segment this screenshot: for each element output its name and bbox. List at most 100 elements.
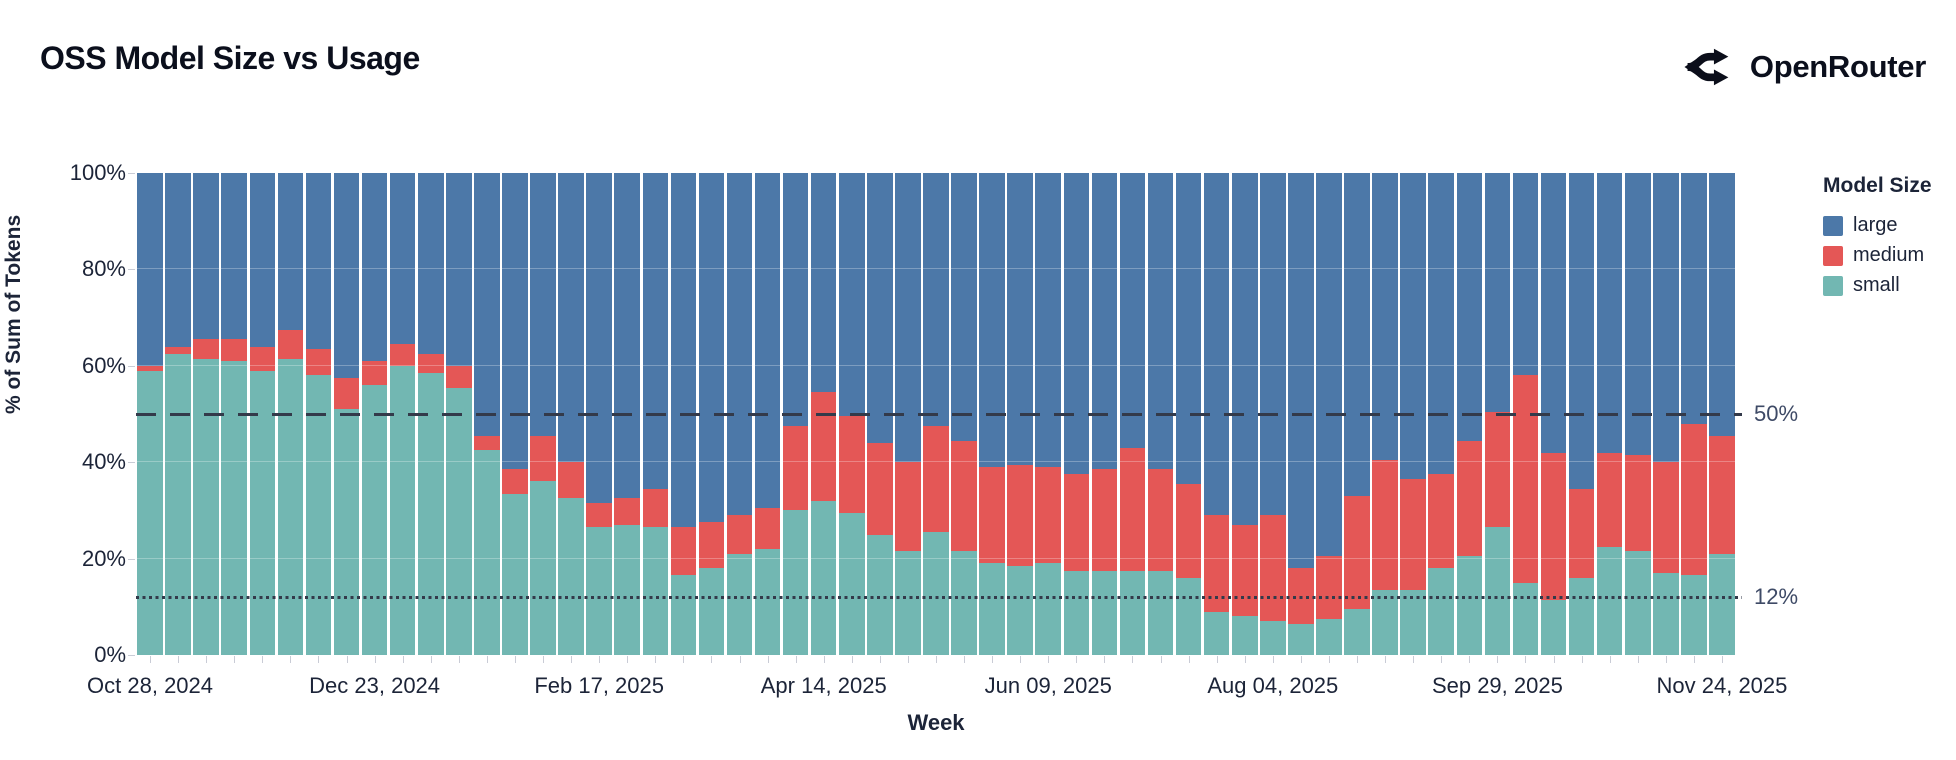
segment-large[interactable] [446, 173, 472, 366]
segment-large[interactable] [979, 173, 1005, 468]
bar-week-2024-11-04[interactable] [165, 173, 191, 655]
segment-small[interactable] [277, 358, 304, 655]
segment-medium[interactable] [1063, 474, 1090, 571]
bar-week-2025-04-28[interactable] [867, 173, 893, 655]
segment-medium[interactable] [586, 503, 612, 528]
segment-medium[interactable] [277, 329, 304, 359]
segment-small[interactable] [586, 527, 612, 655]
segment-medium[interactable] [1147, 469, 1174, 571]
segment-large[interactable] [951, 173, 977, 441]
segment-medium[interactable] [1203, 515, 1230, 612]
segment-medium[interactable] [1231, 524, 1258, 617]
segment-large[interactable] [277, 173, 304, 330]
bar-week-2025-06-02[interactable] [1007, 173, 1033, 655]
segment-small[interactable] [670, 575, 697, 655]
segment-small[interactable] [726, 553, 753, 655]
bar-week-2025-01-13[interactable] [446, 173, 472, 655]
segment-medium[interactable] [1260, 515, 1286, 622]
bar-week-2025-02-17[interactable] [586, 173, 612, 655]
bar-week-2025-08-18[interactable] [1316, 173, 1342, 655]
segment-small[interactable] [1709, 553, 1735, 655]
bar-week-2024-11-11[interactable] [193, 173, 219, 655]
segment-large[interactable] [1596, 173, 1623, 453]
bar-week-2025-09-15[interactable] [1428, 173, 1455, 655]
segment-medium[interactable] [614, 498, 640, 525]
segment-large[interactable] [586, 173, 612, 504]
segment-small[interactable] [979, 563, 1005, 655]
bar-week-2025-11-24[interactable] [1709, 173, 1735, 655]
segment-medium[interactable] [642, 488, 669, 528]
segment-medium[interactable] [305, 348, 332, 376]
segment-medium[interactable] [1484, 411, 1511, 528]
bar-week-2025-03-03[interactable] [642, 173, 669, 655]
segment-medium[interactable] [1568, 488, 1595, 578]
segment-large[interactable] [165, 173, 191, 347]
segment-large[interactable] [923, 173, 949, 427]
bar-week-2025-06-09[interactable] [1035, 173, 1062, 655]
segment-large[interactable] [698, 173, 725, 523]
segment-large[interactable] [839, 173, 865, 417]
segment-small[interactable] [782, 510, 809, 655]
segment-small[interactable] [1119, 570, 1146, 655]
bar-week-2025-02-03[interactable] [530, 173, 556, 655]
segment-small[interactable] [1091, 570, 1118, 655]
segment-large[interactable] [1709, 173, 1735, 436]
segment-small[interactable] [951, 551, 977, 655]
segment-large[interactable] [670, 173, 697, 528]
segment-medium[interactable] [193, 339, 219, 359]
segment-large[interactable] [474, 173, 500, 436]
segment-large[interactable] [1147, 173, 1174, 470]
bar-week-2025-09-29[interactable] [1484, 173, 1511, 655]
bar-week-2024-12-16[interactable] [333, 173, 360, 655]
bar-week-2025-04-07[interactable] [782, 173, 809, 655]
segment-small[interactable] [1260, 621, 1286, 655]
segment-large[interactable] [1260, 173, 1286, 516]
segment-small[interactable] [1372, 589, 1398, 655]
segment-small[interactable] [1400, 589, 1426, 655]
segment-small[interactable] [1568, 577, 1595, 655]
legend-item-medium[interactable]: medium [1823, 244, 1932, 267]
segment-small[interactable] [1681, 575, 1707, 655]
bar-week-2024-12-02[interactable] [277, 173, 304, 655]
segment-small[interactable] [361, 385, 388, 655]
segment-large[interactable] [1231, 173, 1258, 525]
segment-medium[interactable] [165, 346, 191, 354]
bar-week-2024-12-09[interactable] [305, 173, 332, 655]
bar-week-2025-06-30[interactable] [1119, 173, 1146, 655]
segment-medium[interactable] [1428, 474, 1455, 569]
segment-large[interactable] [221, 173, 248, 340]
segment-small[interactable] [446, 387, 472, 655]
legend-item-small[interactable]: small [1823, 274, 1932, 297]
bar-week-2025-03-17[interactable] [698, 173, 725, 655]
segment-large[interactable] [1063, 173, 1090, 475]
segment-small[interactable] [1653, 573, 1679, 655]
segment-medium[interactable] [923, 426, 949, 533]
segment-large[interactable] [1456, 173, 1483, 441]
segment-medium[interactable] [698, 522, 725, 569]
segment-large[interactable] [1681, 173, 1707, 424]
segment-medium[interactable] [1175, 483, 1202, 578]
segment-large[interactable] [558, 173, 584, 463]
segment-medium[interactable] [1344, 495, 1370, 610]
segment-medium[interactable] [1091, 469, 1118, 571]
bar-week-2025-01-06[interactable] [417, 173, 444, 655]
segment-small[interactable] [249, 370, 276, 655]
segment-medium[interactable] [1288, 568, 1314, 624]
bar-week-2025-10-06[interactable] [1512, 173, 1539, 655]
segment-small[interactable] [1624, 551, 1651, 655]
segment-large[interactable] [1316, 173, 1342, 557]
segment-small[interactable] [502, 493, 528, 655]
segment-medium[interactable] [417, 353, 444, 374]
segment-medium[interactable] [333, 377, 360, 410]
segment-small[interactable] [333, 409, 360, 655]
bar-week-2025-09-08[interactable] [1400, 173, 1426, 655]
bar-week-2025-08-25[interactable] [1344, 173, 1370, 655]
segment-small[interactable] [1428, 568, 1455, 655]
bar-week-2025-07-14[interactable] [1175, 173, 1202, 655]
segment-large[interactable] [1344, 173, 1370, 496]
segment-large[interactable] [1540, 173, 1567, 453]
bar-week-2025-06-23[interactable] [1091, 173, 1118, 655]
segment-medium[interactable] [810, 392, 837, 501]
segment-large[interactable] [867, 173, 893, 443]
bar-week-2025-03-10[interactable] [670, 173, 697, 655]
